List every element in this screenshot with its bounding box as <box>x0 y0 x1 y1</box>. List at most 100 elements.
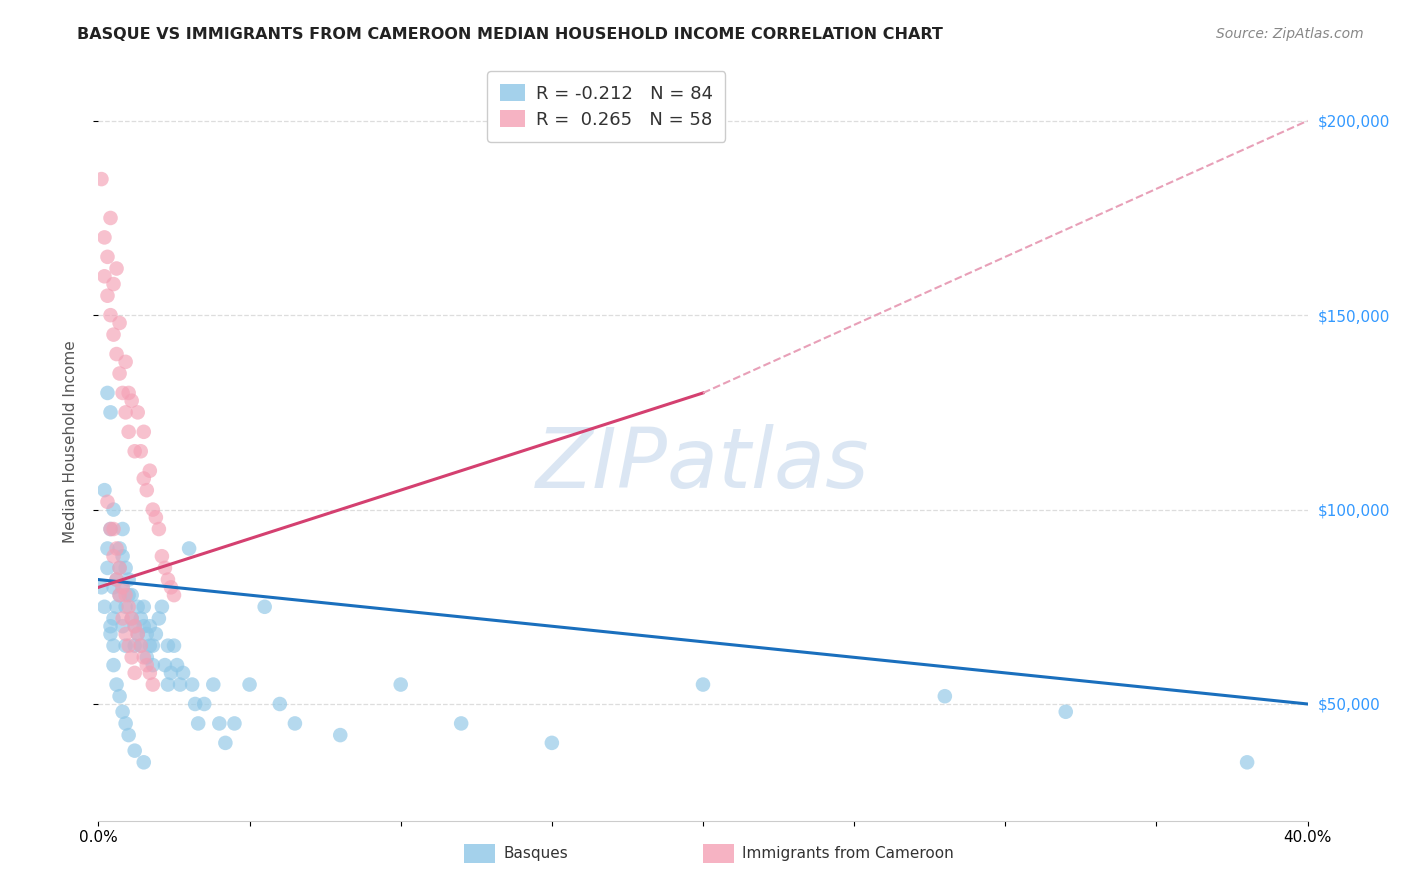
Point <box>179 541 201 556</box>
Point <box>142 658 165 673</box>
Point <box>114 588 136 602</box>
Point <box>118 573 141 587</box>
Point <box>124 444 146 458</box>
Point <box>284 716 307 731</box>
Point <box>114 405 136 419</box>
Point <box>108 588 131 602</box>
Point <box>329 728 352 742</box>
Point <box>121 650 143 665</box>
Point <box>96 386 118 401</box>
Point <box>105 573 128 587</box>
Point <box>103 502 125 516</box>
Point <box>96 495 118 509</box>
Point <box>224 716 246 731</box>
Y-axis label: Median Household Income: Median Household Income <box>63 340 77 543</box>
Point <box>108 561 131 575</box>
Point <box>1236 756 1258 770</box>
Point <box>150 599 173 614</box>
Point <box>114 716 136 731</box>
Point <box>132 471 155 485</box>
Point <box>111 522 134 536</box>
Point <box>93 599 115 614</box>
Point <box>193 697 215 711</box>
Point <box>105 599 128 614</box>
Point <box>108 561 131 575</box>
Point <box>100 405 122 419</box>
Point <box>121 611 143 625</box>
Point <box>105 573 128 587</box>
Point <box>100 522 122 536</box>
Point <box>184 697 207 711</box>
Point <box>103 611 125 625</box>
Point <box>96 289 118 303</box>
Point <box>111 386 134 401</box>
Point <box>111 619 134 633</box>
Point <box>132 619 155 633</box>
Point <box>90 580 112 594</box>
Bar <box>464 844 495 863</box>
Point <box>139 665 162 680</box>
Point <box>90 172 112 186</box>
Legend: R = -0.212   N = 84, R =  0.265   N = 58: R = -0.212 N = 84, R = 0.265 N = 58 <box>486 71 725 142</box>
Point <box>105 677 128 691</box>
Point <box>114 599 136 614</box>
Text: Source: ZipAtlas.com: Source: ZipAtlas.com <box>1216 27 1364 41</box>
Point <box>108 690 131 704</box>
Point <box>150 549 173 564</box>
Point <box>114 639 136 653</box>
Point <box>145 627 167 641</box>
Point <box>127 405 149 419</box>
Point <box>118 588 141 602</box>
Point <box>105 261 128 276</box>
Point <box>127 627 149 641</box>
Point <box>160 665 183 680</box>
Point <box>389 677 412 691</box>
Point <box>153 658 176 673</box>
Point <box>103 580 125 594</box>
Point <box>187 716 209 731</box>
Point <box>1054 705 1077 719</box>
Point <box>111 549 134 564</box>
Point <box>103 327 125 342</box>
Point <box>96 250 118 264</box>
Point <box>132 425 155 439</box>
Point <box>135 627 157 641</box>
Point <box>129 611 152 625</box>
Point <box>139 619 162 633</box>
Point <box>108 316 131 330</box>
Point <box>96 561 118 575</box>
Point <box>214 736 236 750</box>
Point <box>93 269 115 284</box>
Point <box>124 744 146 758</box>
Point <box>129 639 152 653</box>
Point <box>269 697 291 711</box>
Point <box>118 599 141 614</box>
Point <box>148 522 170 536</box>
Point <box>253 599 276 614</box>
Point <box>105 347 128 361</box>
Point <box>153 561 176 575</box>
Point <box>100 211 122 225</box>
Point <box>132 756 155 770</box>
Point <box>111 705 134 719</box>
Point <box>96 541 118 556</box>
Text: BASQUE VS IMMIGRANTS FROM CAMEROON MEDIAN HOUSEHOLD INCOME CORRELATION CHART: BASQUE VS IMMIGRANTS FROM CAMEROON MEDIA… <box>77 27 943 42</box>
Point <box>160 580 183 594</box>
Point <box>103 639 125 653</box>
Point <box>129 444 152 458</box>
Point <box>156 677 179 691</box>
Point <box>124 619 146 633</box>
Text: Basques: Basques <box>503 847 568 861</box>
Point <box>202 677 225 691</box>
Point <box>139 464 162 478</box>
Point <box>156 639 179 653</box>
Point <box>148 611 170 625</box>
Point <box>118 728 141 742</box>
Point <box>100 308 122 322</box>
Point <box>108 588 131 602</box>
Point <box>129 639 152 653</box>
Bar <box>703 844 734 863</box>
Text: Immigrants from Cameroon: Immigrants from Cameroon <box>742 847 955 861</box>
Point <box>121 588 143 602</box>
Point <box>108 367 131 381</box>
